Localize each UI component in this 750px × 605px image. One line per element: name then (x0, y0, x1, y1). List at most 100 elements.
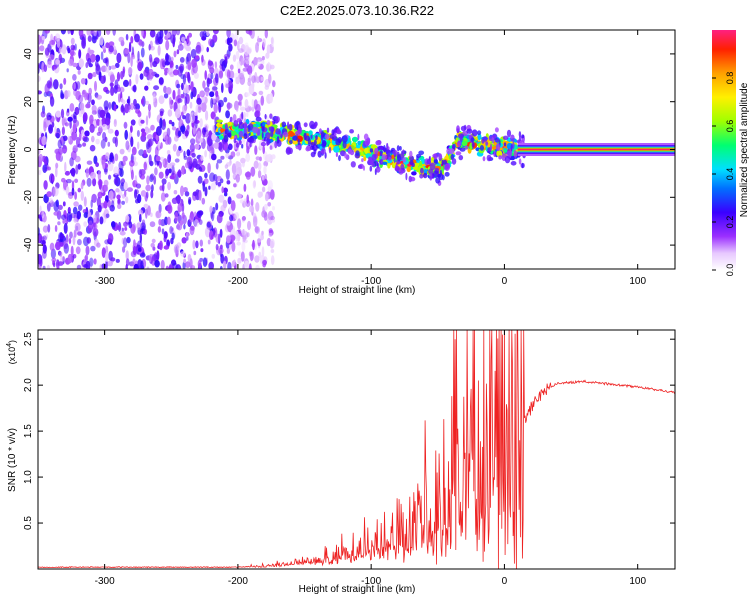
spectrogram-halo-cell (336, 128, 341, 133)
spectrogram-noise-cell (130, 119, 136, 126)
spectrogram-noise-cell (200, 155, 204, 162)
spectrogram-noise-cell (181, 211, 185, 220)
snr-x-tick-label: -300 (95, 576, 115, 587)
spectrogram-halo-cell (429, 172, 433, 181)
spectrogram-halo-cell (399, 146, 402, 151)
spectrogram-noise-cell (67, 116, 73, 122)
spectrogram-noise-cell (270, 37, 274, 45)
spectrogram-noise-cell (87, 92, 92, 103)
spectrogram-noise-cell (183, 150, 186, 158)
spectrogram-noise-cell (116, 71, 121, 82)
spectrogram-halo-cell (233, 138, 237, 144)
spectrogram-noise-cell (99, 216, 104, 225)
exponent-power: 4 (6, 343, 13, 347)
spectrogram-noise-cell (150, 124, 155, 131)
spectrogram-noise-cell (121, 227, 125, 232)
spectrogram-noise-cell (120, 97, 124, 103)
spectrogram-noise-cell (269, 240, 274, 249)
spectrogram-noise-cell (208, 145, 215, 154)
spectrogram-halo-cell (263, 136, 267, 142)
spectrogram-noise-cell (51, 174, 55, 183)
spectrogram-noise-cell (78, 30, 84, 38)
spectrogram-noise-cell (89, 123, 95, 133)
spectrogram-halo-cell (364, 138, 371, 146)
spectrogram-noise-cell (204, 172, 208, 179)
spectrogram-noise-cell (43, 64, 48, 72)
spectrogram-noise-cell (253, 160, 259, 169)
spectrogram-noise-cell (163, 93, 169, 99)
spectrogram-noise-cell (107, 160, 114, 172)
spectrogram-noise-cell (269, 189, 275, 200)
spectrogram-noise-cell (72, 206, 78, 215)
spectrogram-halo-cell (363, 133, 369, 141)
spectrogram-noise-cell (93, 258, 97, 265)
spectrogram-noise-cell (211, 125, 215, 134)
spectrogram-signal-cell (411, 171, 417, 176)
spectrogram-noise-cell (64, 170, 70, 176)
spectrogram-halo-cell (381, 154, 387, 161)
spectrogram-noise-cell (70, 44, 75, 50)
spectrogram-noise-cell (144, 85, 149, 91)
spectrogram-noise-cell (65, 186, 70, 196)
spectrogram-noise-cell (237, 93, 243, 102)
spectrogram-noise-cell (105, 64, 110, 73)
spectrogram-noise-cell (99, 36, 104, 46)
spectrogram-noise-cell (177, 130, 182, 137)
spectrogram-noise-cell (81, 38, 86, 49)
spectrogram-noise-cell (76, 81, 81, 90)
spectrogram-noise-cell (130, 169, 134, 181)
spectrogram-noise-cell (199, 90, 206, 98)
spectrogram-noise-cell (193, 250, 197, 256)
spectrogram-halo-cell (307, 138, 311, 147)
spectrogram-halo-cell (438, 153, 442, 158)
snr-y-tick-label: 2.5 (23, 332, 34, 346)
spectrogram-noise-cell (154, 73, 160, 78)
spectrogram-noise-cell (89, 144, 96, 152)
spectrogram-noise-cell (233, 39, 238, 47)
spectrogram-noise-cell (211, 211, 215, 222)
spectrogram-noise-cell (130, 136, 134, 147)
colorbar (712, 30, 736, 270)
spectrogram-noise-cell (154, 167, 158, 176)
spectrogram-noise-cell (151, 184, 154, 192)
spectrogram-noise-cell (90, 245, 96, 252)
spectrogram-noise-cell (63, 243, 69, 254)
spectrogram-noise-cell (216, 213, 223, 224)
spectrogram-noise-cell (125, 196, 129, 204)
spectrogram-noise-cell (130, 102, 135, 111)
spectrogram-signal-cell (390, 155, 395, 159)
snr-x-label: Height of straight line (km) (299, 584, 416, 595)
spectrogram-noise-cell (51, 257, 57, 263)
spectrogram-noise-cell (223, 187, 228, 194)
spectrogram-noise-cell (247, 65, 253, 75)
spectrogram-noise-cell (145, 115, 149, 126)
spectrogram-noise-cell (175, 30, 181, 36)
spectrogram-noise-cell (124, 48, 130, 55)
spectrogram-noise-cell (128, 221, 133, 229)
spectrogram-noise-cell (180, 251, 186, 257)
spectrogram-noise-cell (192, 126, 196, 135)
spectrogram-noise-cell (253, 180, 256, 188)
spectrogram-noise-cell (125, 33, 129, 41)
spectrogram-noise-cell (96, 30, 102, 37)
spectrogram-noise-cell (229, 64, 234, 70)
spectrogram-noise-cell (56, 265, 60, 269)
spectrogram-noise-cell (113, 177, 118, 186)
spectrogram-noise-cell (197, 106, 202, 113)
spectrogram-noise-cell (170, 56, 174, 62)
spectrogram-noise-cell (218, 194, 225, 203)
spectrogram-noise-cell (166, 163, 173, 169)
spectrogram-noise-cell (107, 260, 113, 267)
spectrogram-noise-cell (257, 170, 262, 179)
spectrogram-noise-cell (251, 81, 255, 90)
spectrogram-noise-cell (230, 151, 236, 158)
spectrogram-noise-cell (124, 129, 128, 140)
spectrogram-halo-cell (455, 151, 462, 156)
spectrogram-noise-cell (134, 175, 138, 184)
spectrogram-noise-cell (137, 259, 143, 269)
snr-y-label: SNR (10 * v/v) (7, 428, 18, 492)
spectrogram-noise-cell (185, 261, 191, 268)
spectrogram-noise-cell (165, 87, 172, 95)
spectrogram-noise-cell (115, 188, 120, 193)
spectrogram-halo-cell (274, 140, 278, 149)
